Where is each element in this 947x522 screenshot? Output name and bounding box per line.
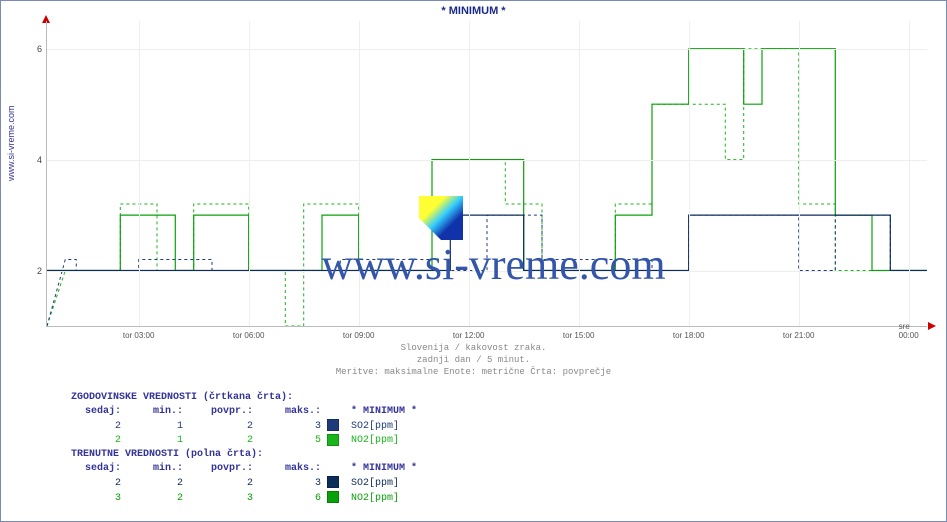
x-tick-label: tor 06:00 [233,331,265,340]
legend-val-now: 2 [71,477,121,491]
chart-title: * MINIMUM * [1,5,946,17]
x-tick-label: tor 15:00 [563,331,595,340]
x-tick-label: sre 00:00 [899,322,919,340]
legend-series-label: NO2[ppm] [347,492,461,506]
source-url-text: www.si-vreme.com [6,105,16,181]
chart-svg [47,21,927,326]
x-gridline [909,21,910,326]
legend-swatch-icon [327,491,339,503]
legend-val-now: 2 [71,434,121,448]
source-url-side[interactable]: www.si-vreme.com [6,105,16,181]
legend-col-series: * MINIMUM * [347,462,461,476]
legend-val-avg: 2 [183,434,253,448]
x-gridline [689,21,690,326]
y-gridline [47,160,927,161]
legend-table: ZGODOVINSKE VREDNOSTI (črtkana črta):sed… [71,391,461,506]
chart-frame: { "title": "* MINIMUM *", "side_url": "w… [0,0,947,522]
legend-val-avg: 2 [183,420,253,434]
x-tick-label: tor 03:00 [123,331,155,340]
legend-series-label: SO2[ppm] [347,477,461,491]
subtitle-location: Slovenija / kakovost zraka. [1,343,946,353]
subtitle-period: zadnji dan / 5 minut. [1,355,946,365]
legend-series-label: SO2[ppm] [347,420,461,434]
legend-val-avg: 3 [183,492,253,506]
x-gridline [799,21,800,326]
legend-col-min: min.: [121,462,183,476]
subtitle-meta: Meritve: maksimalne Enote: metrične Črta… [1,367,946,377]
legend-val-max: 3 [253,420,321,434]
x-gridline [469,21,470,326]
legend-col-series: * MINIMUM * [347,405,461,419]
x-gridline [579,21,580,326]
x-gridline [359,21,360,326]
legend-col-avg: povpr.: [183,462,253,476]
x-gridline [139,21,140,326]
legend-swatch-icon [327,434,339,446]
legend-val-min: 2 [121,492,183,506]
y-gridline [47,271,927,272]
legend-col-avg: povpr.: [183,405,253,419]
legend-val-max: 3 [253,477,321,491]
legend-col-max: maks.: [253,405,321,419]
y-tick-label: 4 [27,155,42,165]
legend-swatch-icon [327,419,339,431]
x-tick-label: tor 21:00 [783,331,815,340]
x-tick-label: tor 12:00 [453,331,485,340]
legend-hist-header: ZGODOVINSKE VREDNOSTI (črtkana črta): [71,391,461,405]
legend-cur-header: TRENUTNE VREDNOSTI (polna črta): [71,448,461,462]
legend-val-min: 2 [121,477,183,491]
y-tick-label: 6 [27,44,42,54]
x-tick-label: tor 18:00 [673,331,705,340]
legend-col-max: maks.: [253,462,321,476]
legend-col-min: min.: [121,405,183,419]
x-tick-label: tor 09:00 [343,331,375,340]
series-no2d [47,49,927,326]
legend-val-max: 6 [253,492,321,506]
y-gridline [47,49,927,50]
x-gridline [249,21,250,326]
legend-col-now: sedaj: [71,405,121,419]
legend-val-max: 5 [253,434,321,448]
plot-area: 246tor 03:00tor 06:00tor 09:00tor 12:00t… [46,21,927,327]
x-axis-arrow-icon [928,322,936,330]
legend-val-min: 1 [121,434,183,448]
legend-val-now: 3 [71,492,121,506]
y-tick-label: 2 [27,266,42,276]
legend-val-avg: 2 [183,477,253,491]
legend-swatch-icon [327,476,339,488]
watermark-logo-icon [419,196,463,240]
legend-series-label: NO2[ppm] [347,434,461,448]
legend-val-now: 2 [71,420,121,434]
legend-val-min: 1 [121,420,183,434]
legend-col-now: sedaj: [71,462,121,476]
